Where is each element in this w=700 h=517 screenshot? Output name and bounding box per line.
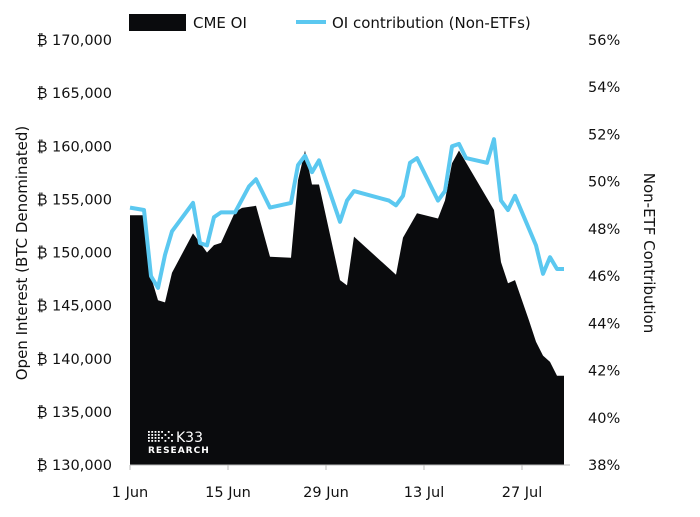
right-tick-label: 44% [588,316,620,332]
oi-contribution-line [129,137,564,290]
x-tick-label: 27 Jul [502,485,543,501]
left-tick-label: ₿ 155,000 [37,192,112,208]
x-tick-label: 13 Jul [404,485,445,501]
x-tick-label: 1 Jun [112,485,149,501]
right-tick-label: 54% [588,80,620,96]
left-tick-label: ₿ 135,000 [37,405,112,421]
watermark-research: RESEARCH [148,446,210,456]
left-tick-label: ₿ 145,000 [37,299,112,315]
right-axis-ticks: 38% 40% 42% 44% 46% 48% 50% 52% 54% 56% [588,33,620,474]
x-tick-label: 15 Jun [205,485,251,501]
left-tick-label: ₿ 160,000 [37,139,112,155]
legend-label-oi-contribution: OI contribution (Non-ETFs) [332,14,531,32]
right-tick-label: 46% [588,269,620,285]
oi-contribution-line-layer [129,137,564,290]
watermark-logo: K33 RESEARCH [148,430,210,456]
left-tick-label: ₿ 170,000 [37,33,112,49]
legend-swatch-cme-oi [129,14,186,31]
legend-label-cme-oi: CME OI [193,14,247,32]
left-tick-label: ₿ 140,000 [37,352,112,368]
left-axis-title: Open Interest (BTC Denominated) [13,126,31,381]
left-axis-ticks: ₿ 130,000 ₿ 135,000 ₿ 140,000 ₿ 145,000 ₿ 15… [37,33,112,474]
right-tick-label: 52% [588,127,620,143]
x-axis-ticks: 1 Jun 15 Jun 29 Jun 13 Jul 27 Jul [112,465,543,501]
cme-oi-area [130,150,564,465]
right-axis-title: Non-ETF Contribution [640,173,658,334]
right-tick-label: 40% [588,411,620,427]
right-tick-label: 50% [588,175,620,191]
x-tick-label: 29 Jun [303,485,349,501]
watermark-k33: K33 [176,430,203,446]
k33-logo-dots-icon [148,431,173,442]
left-tick-label: ₿ 150,000 [37,246,112,262]
left-tick-label: ₿ 130,000 [37,458,112,474]
legend: CME OI OI contribution (Non-ETFs) [129,14,531,32]
right-tick-label: 38% [588,458,620,474]
right-tick-label: 56% [588,33,620,49]
right-tick-label: 48% [588,222,620,238]
left-tick-label: ₿ 165,000 [37,86,112,102]
cme-oi-area-layer [130,150,564,465]
right-tick-label: 42% [588,364,620,380]
